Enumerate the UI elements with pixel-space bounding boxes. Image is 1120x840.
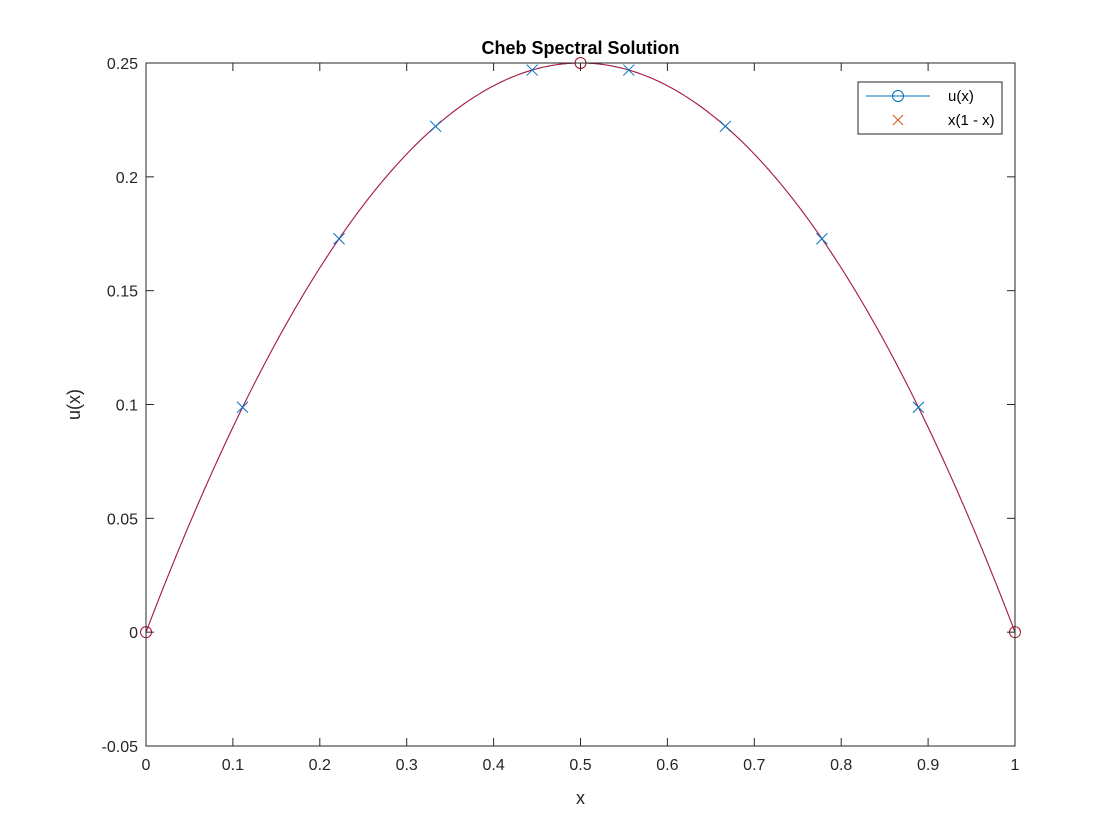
x-tick-label: 1 — [1011, 757, 1020, 774]
y-tick-label: 0 — [129, 625, 138, 642]
data-point-x — [912, 401, 925, 414]
x-tick-label: 0.4 — [482, 757, 504, 774]
data-point-x — [622, 64, 635, 76]
x-tick-label: 0.1 — [222, 757, 244, 774]
x-tick-label: 0.3 — [396, 757, 418, 774]
x-tick-label: 0.8 — [830, 757, 852, 774]
x-tick-label: 0.7 — [743, 757, 765, 774]
chart-title: Cheb Spectral Solution — [481, 38, 679, 58]
data-point-x — [526, 64, 539, 76]
legend-marker-u — [892, 90, 904, 102]
legend-label-u: u(x) — [948, 88, 974, 105]
data-point-x — [236, 401, 249, 414]
y-tick-label: -0.05 — [102, 739, 139, 756]
y-tick-label: 0.2 — [116, 170, 138, 187]
legend-label-x: x(1 - x) — [948, 112, 995, 129]
data-point-x — [719, 120, 732, 133]
data-point-x — [333, 232, 345, 245]
y-tick-label: 0.25 — [107, 56, 138, 73]
plot-area — [146, 63, 1015, 746]
x-tick-label: 0.5 — [569, 757, 591, 774]
y-tick-label: 0.15 — [107, 284, 138, 301]
x-tick-label: 0 — [142, 757, 151, 774]
y-tick-label: 0.1 — [116, 398, 138, 415]
data-point-x — [429, 120, 442, 133]
y-tick-label: 0.05 — [107, 511, 138, 528]
y-axis-label: u(x) — [64, 389, 84, 420]
x-tick-label: 0.2 — [309, 757, 331, 774]
legend-box — [857, 81, 1003, 135]
x-axis-label: x — [576, 788, 585, 808]
ticks-layer: 0 0.1 0.2 0.3 0.4 0.5 0.6 0.7 0.8 0.9 1-0.0500.050… — [102, 56, 1020, 774]
x-tick-label: 0.9 — [917, 757, 939, 774]
legend-marker-x — [892, 114, 904, 126]
markers-layer — [140, 57, 1021, 639]
x-tick-label: 0.6 — [656, 757, 678, 774]
legend: u(x) x(1 - x) — [857, 81, 1003, 135]
data-point-x — [816, 232, 828, 245]
